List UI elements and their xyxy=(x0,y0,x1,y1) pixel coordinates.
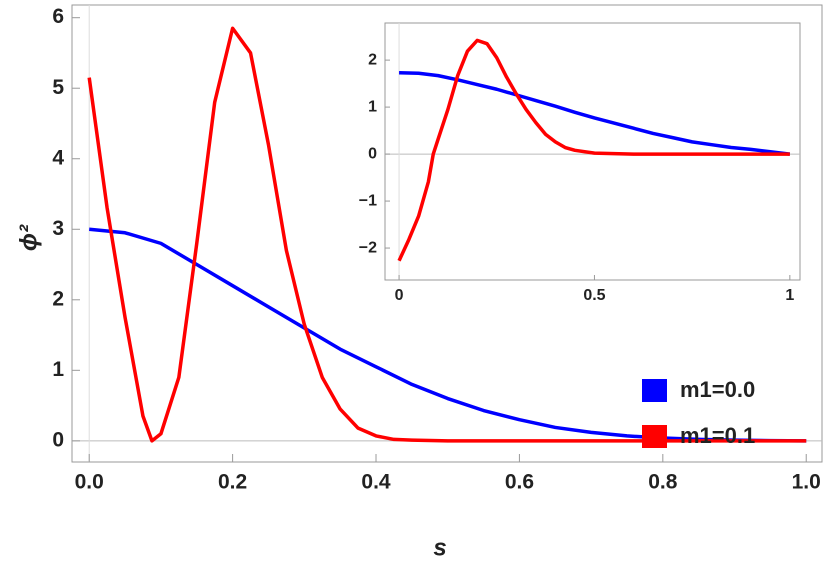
line xyxy=(399,71,791,156)
x-tick-label: 0.5 xyxy=(583,287,605,304)
line xyxy=(89,227,807,443)
legend-swatch xyxy=(642,379,667,402)
y-tick-label: 6 xyxy=(52,5,64,28)
x-tick-label: 0.6 xyxy=(505,471,534,494)
y-tick-label: 2 xyxy=(368,51,377,68)
y-tick-label: 1 xyxy=(368,98,377,115)
x-tick-label: 1 xyxy=(785,287,794,304)
y-tick-label: −2 xyxy=(359,239,377,256)
y-tick-label: −1 xyxy=(359,192,377,209)
x-tick-label: 0.8 xyxy=(648,471,678,494)
y-tick-label: 1 xyxy=(52,358,64,381)
line xyxy=(397,38,790,262)
legend-swatch xyxy=(642,425,667,448)
y-tick-label: 0 xyxy=(368,145,377,162)
x-tick-label: 0.0 xyxy=(75,471,104,494)
line xyxy=(87,26,807,443)
x-axis-label: s xyxy=(433,534,446,561)
x-tick-label: 1.0 xyxy=(792,471,821,494)
y-axis-label: ϕ² xyxy=(15,224,42,251)
legend-label: m1=0.1 xyxy=(680,423,755,448)
x-tick-label: 0.2 xyxy=(218,471,247,494)
y-tick-label: 4 xyxy=(52,146,64,169)
y-tick-label: 0 xyxy=(52,428,64,451)
x-tick-label: 0.4 xyxy=(361,471,391,494)
x-tick-label: 0 xyxy=(395,287,404,304)
y-tick-label: 3 xyxy=(52,217,64,240)
y-tick-label: 5 xyxy=(52,76,64,99)
y-tick-label: 2 xyxy=(52,287,64,310)
legend-label: m1=0.0 xyxy=(680,377,755,402)
